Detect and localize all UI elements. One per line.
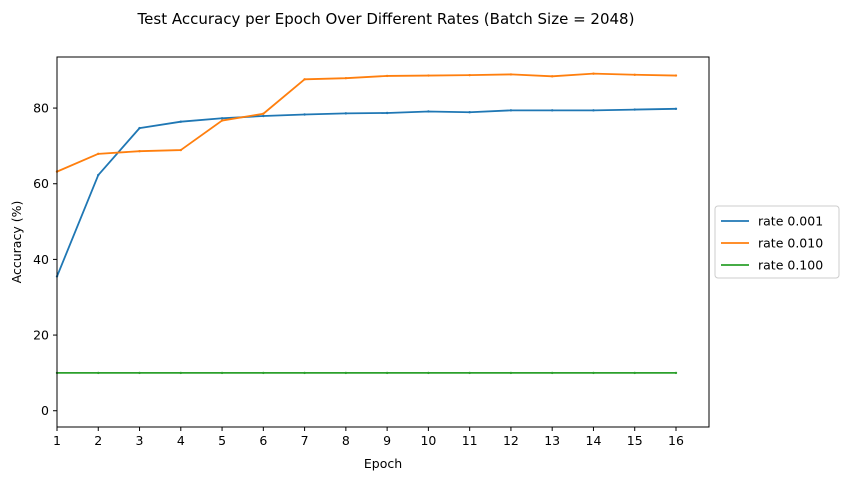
data-point [427,371,430,375]
legend-label: rate 0.010 [758,236,823,251]
data-point [550,109,554,112]
data-point [468,111,471,114]
x-tick-label: 2 [94,433,102,448]
data-point [303,78,306,81]
y-axis-label: Accuracy (%) [9,201,24,284]
x-tick-label: 14 [586,433,602,448]
y-tick-label: 0 [41,403,49,418]
data-point [468,73,471,77]
data-point [509,109,513,112]
legend: rate 0.001 rate 0.010 rate 0.100 [714,205,840,279]
series-line-1 [56,107,677,277]
data-point [468,371,471,375]
x-tick-label: 7 [301,433,309,448]
x-tick-label: 1 [53,433,61,448]
x-tick-label: 15 [627,433,643,448]
legend-box [714,205,840,279]
data-point [179,120,182,123]
data-point [674,74,678,77]
data-point [427,110,430,113]
data-point [633,371,636,375]
legend-label: rate 0.001 [758,214,823,229]
legend-label: rate 0.100 [758,258,823,273]
data-point [344,76,348,80]
chart-title: Test Accuracy per Epoch Over Different R… [137,10,635,28]
data-point [220,371,224,375]
data-point [674,107,678,111]
x-tick-label: 3 [136,433,144,448]
x-tick-label: 10 [420,433,436,448]
data-point [592,109,595,112]
data-point [179,148,182,152]
data-point [592,371,595,375]
data-point [262,371,265,375]
data-point [303,113,306,116]
data-point [179,371,182,375]
y-tick-label: 80 [33,101,49,116]
data-point [385,371,389,375]
plot-background [57,57,709,427]
data-point [592,72,595,75]
x-tick-label: 16 [668,433,684,448]
data-point [509,371,513,375]
x-tick-label: 5 [218,433,226,448]
data-point [97,371,100,375]
data-point [550,75,554,78]
data-point [633,108,636,111]
y-tick-label: 20 [33,328,49,343]
x-tick-label: 11 [462,433,478,448]
data-point [550,371,554,375]
y-axis: 0 20 40 60 80 [33,101,57,418]
data-point [344,112,348,115]
data-point [262,114,265,118]
data-point [97,173,100,177]
x-tick-label: 8 [342,433,350,448]
data-point [633,73,636,76]
data-point [303,371,306,375]
x-tick-label: 9 [383,433,391,448]
x-tick-label: 4 [177,433,185,448]
y-tick-label: 60 [33,176,49,191]
data-point [509,73,513,76]
x-axis-label: Epoch [364,456,402,471]
data-point [138,371,141,375]
data-point [385,74,389,78]
data-point [385,111,389,115]
data-point [138,150,141,153]
plot-frame [56,56,710,428]
x-axis: 1 2 3 4 5 6 7 8 9 10 11 12 13 14 15 16 [53,427,684,448]
data-point [344,371,348,375]
data-point [220,117,224,120]
data-point [138,126,141,130]
plot-area [55,56,710,428]
series-line-2 [56,72,677,173]
data-point [97,152,100,156]
data-point [674,371,678,375]
x-tick-label: 6 [259,433,267,448]
x-tick-label: 13 [544,433,560,448]
x-tick-label: 12 [503,433,519,448]
data-point [220,119,224,122]
y-tick-label: 40 [33,252,49,267]
data-point [262,112,265,115]
data-point [427,74,430,77]
